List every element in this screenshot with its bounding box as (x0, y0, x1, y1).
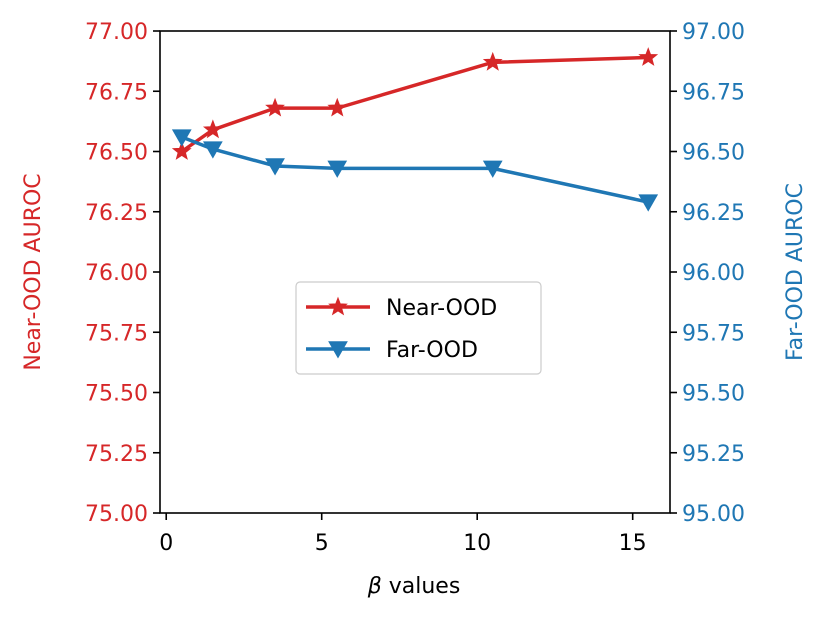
plot-border (159, 30, 671, 514)
right-axis-ticks: 95.00 95.25 95.50 95.75 96.00 96.25 96.50 96.75… (670, 20, 745, 527)
legend-label-near-ood: Near-OOD (386, 296, 497, 321)
left-tick-label: 75.75 (85, 321, 148, 346)
x-tick-label: 5 (315, 531, 329, 556)
right-tick-label: 96.00 (682, 261, 745, 286)
right-tick-label: 95.75 (682, 321, 745, 346)
left-tick-label: 76.00 (85, 261, 148, 286)
left-tick-label: 75.50 (85, 382, 148, 407)
x-axis-label-symbol: β (367, 574, 382, 599)
legend-label-far-ood: Far-OOD (386, 338, 478, 363)
data-point-near-ood (327, 97, 348, 117)
series-layer (171, 47, 659, 212)
legend: Near-OOD Far-OOD (295, 281, 542, 375)
plot-frame (159, 30, 671, 514)
data-point-far-ood (203, 141, 223, 159)
x-axis-label-text: values (382, 574, 461, 599)
data-point-far-ood (171, 129, 192, 147)
left-tick-label: 76.50 (85, 141, 148, 166)
right-tick-label: 95.25 (682, 442, 745, 467)
data-point-far-ood (327, 160, 348, 178)
right-tick-label: 96.75 (682, 80, 745, 105)
right-tick-label: 97.00 (682, 20, 745, 45)
legend-entry-far-ood: Far-OOD (306, 338, 478, 363)
data-point-far-ood (482, 160, 503, 178)
legend-entry-near-ood: Near-OOD (306, 296, 497, 321)
x-tick-label: 0 (159, 531, 173, 556)
legend-marker-far-ood (328, 341, 348, 359)
data-point-far-ood (638, 194, 659, 212)
series-line-far-ood (181, 135, 649, 204)
x-tick-label: 15 (619, 531, 647, 556)
right-tick-label: 95.50 (682, 382, 745, 407)
x-axis-label: β values (367, 574, 461, 599)
right-axis-label: Far-OOD AUROC (783, 183, 808, 361)
left-tick-label: 75.25 (85, 442, 148, 467)
data-point-far-ood (265, 158, 285, 176)
series-line-near-ood (180, 55, 649, 153)
data-point-near-ood (265, 97, 285, 117)
left-tick-label: 76.25 (85, 201, 148, 226)
data-point-near-ood (202, 119, 223, 139)
legend-marker-near-ood (328, 296, 348, 316)
left-tick-label: 75.00 (85, 502, 148, 527)
right-tick-label: 96.25 (682, 201, 745, 226)
legend-box (295, 281, 542, 375)
left-axis-ticks: 75.00 75.25 75.50 75.75 76.00 76.25 76.50 76.75… (85, 20, 160, 527)
data-point-near-ood (171, 141, 192, 160)
left-axis-label: Near-OOD AUROC (21, 173, 46, 370)
left-tick-label: 76.75 (85, 80, 148, 105)
x-tick-label: 10 (463, 531, 491, 556)
right-tick-label: 95.00 (682, 502, 745, 527)
right-tick-label: 96.50 (682, 141, 745, 166)
data-point-near-ood (638, 47, 659, 66)
x-axis-ticks: 0 5 10 15 (159, 513, 647, 556)
data-point-near-ood (482, 51, 503, 71)
left-tick-label: 77.00 (85, 20, 148, 45)
